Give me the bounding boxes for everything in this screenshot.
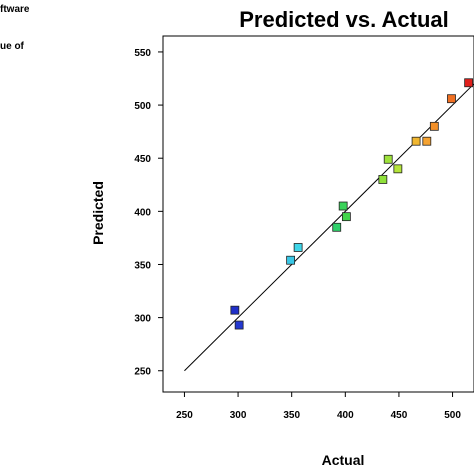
y-axis-title: Predicted	[90, 181, 106, 245]
data-point	[341, 212, 351, 222]
y-tick-label: 450	[134, 154, 151, 165]
y-tick-label: 350	[134, 260, 151, 271]
data-point	[393, 164, 403, 174]
y-tick-label: 250	[134, 367, 151, 378]
data-point	[464, 78, 474, 88]
x-tick-label: 300	[230, 410, 247, 421]
data-point	[378, 175, 388, 184]
y-tick-label: 550	[134, 48, 151, 59]
x-tick-label: 500	[444, 410, 461, 421]
y-tick-label: 500	[134, 101, 151, 112]
cropped-text-fragment: ue of	[0, 41, 24, 52]
data-point	[422, 136, 432, 146]
x-tick-label: 350	[283, 410, 300, 421]
y-tick-label: 400	[134, 207, 151, 218]
data-point	[293, 243, 303, 252]
x-tick-label: 400	[337, 410, 354, 421]
data-points	[230, 78, 474, 330]
data-point	[447, 94, 456, 104]
plot-frame	[162, 35, 474, 393]
data-point	[234, 320, 244, 330]
data-point	[338, 201, 348, 211]
data-point	[411, 136, 421, 146]
reference-line	[184, 83, 474, 372]
y-axis: 250 300 350 400 450 500 550	[134, 48, 163, 378]
x-axis-title: Actual	[322, 452, 365, 468]
data-point	[429, 121, 439, 131]
chart-title: Predicted vs. Actual	[239, 7, 448, 32]
data-point	[332, 222, 342, 232]
x-axis: 250 300 350 400 450 500	[176, 392, 461, 421]
x-tick-label: 450	[391, 410, 408, 421]
data-point	[383, 154, 393, 164]
x-tick-label: 250	[176, 410, 193, 421]
y-tick-label: 300	[134, 314, 151, 325]
cropped-text-fragment: ftware	[0, 4, 30, 15]
data-point	[286, 255, 296, 265]
data-point	[230, 305, 240, 315]
